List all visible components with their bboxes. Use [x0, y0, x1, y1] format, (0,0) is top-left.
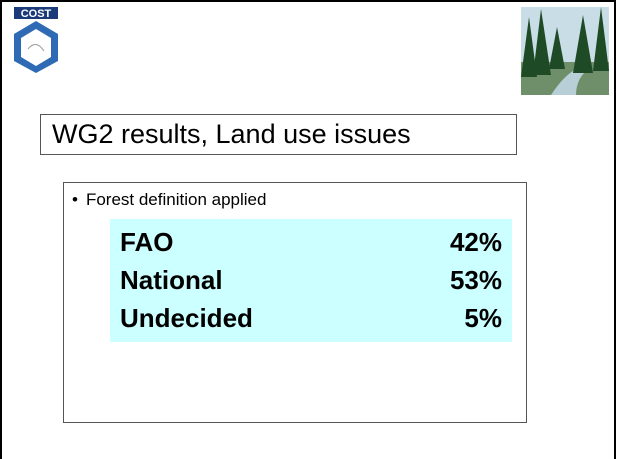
table-row: FAO 42%: [120, 227, 502, 265]
row-value: 5%: [464, 303, 502, 334]
content-box: Forest definition applied FAO 42% National…: [63, 182, 527, 423]
forest-photo: [521, 7, 609, 95]
row-label: Undecided: [120, 303, 253, 334]
row-value: 53%: [450, 265, 502, 296]
table-row: National 53%: [120, 265, 502, 303]
logo: COST: [14, 7, 60, 73]
bullet: Forest definition applied: [72, 190, 266, 210]
row-label: FAO: [120, 227, 173, 258]
table-row: Undecided 5%: [120, 303, 502, 341]
results-table: FAO 42% National 53% Undecided 5%: [110, 219, 512, 342]
slide-title: WG2 results, Land use issues: [40, 114, 517, 155]
row-label: National: [120, 265, 223, 296]
row-value: 42%: [450, 227, 502, 258]
page: COST WG2 results, Land use issues Forest…: [0, 0, 619, 459]
logo-text: COST: [21, 8, 52, 20]
